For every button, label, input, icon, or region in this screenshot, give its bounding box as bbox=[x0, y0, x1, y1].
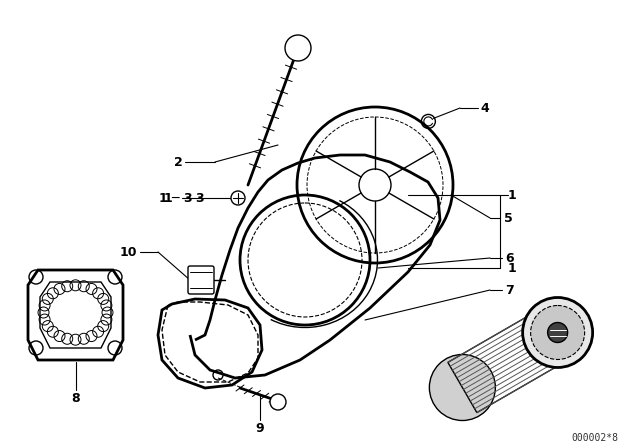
Ellipse shape bbox=[531, 306, 584, 359]
Text: 1: 1 bbox=[164, 191, 172, 204]
Text: 2: 2 bbox=[173, 155, 182, 168]
Text: ─: ─ bbox=[172, 191, 179, 204]
Text: 7: 7 bbox=[506, 284, 515, 297]
Text: 1: 1 bbox=[159, 191, 168, 204]
Text: 8: 8 bbox=[71, 392, 80, 405]
Circle shape bbox=[231, 191, 245, 205]
Text: 1: 1 bbox=[508, 189, 516, 202]
Text: 5: 5 bbox=[504, 211, 513, 224]
Text: 3: 3 bbox=[182, 191, 191, 204]
Text: 10: 10 bbox=[119, 246, 137, 258]
Text: 000002*8: 000002*8 bbox=[572, 433, 618, 443]
Ellipse shape bbox=[548, 323, 568, 343]
Circle shape bbox=[270, 394, 286, 410]
Text: 9: 9 bbox=[256, 422, 264, 435]
Ellipse shape bbox=[523, 297, 593, 367]
Text: 6: 6 bbox=[506, 251, 515, 264]
Text: 4: 4 bbox=[481, 102, 490, 115]
Ellipse shape bbox=[429, 354, 495, 421]
FancyBboxPatch shape bbox=[188, 266, 214, 294]
Circle shape bbox=[285, 35, 311, 61]
Text: 3: 3 bbox=[196, 191, 204, 204]
Text: 1: 1 bbox=[508, 262, 516, 275]
